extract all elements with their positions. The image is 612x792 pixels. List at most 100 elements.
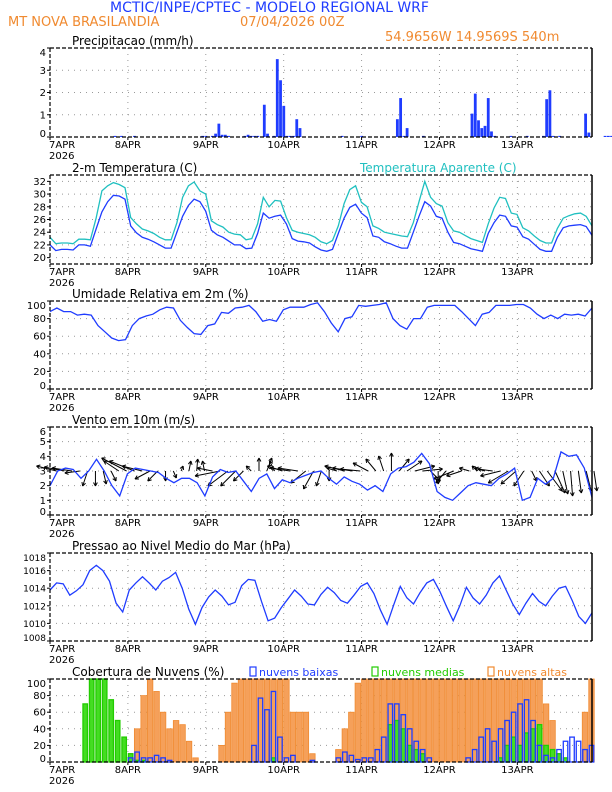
precip-bar (473, 93, 477, 137)
wind-arrowhead (179, 465, 185, 471)
legend-label: nuvens altas (497, 666, 567, 679)
precip-bar (266, 133, 269, 137)
y-tick-label: 4 (40, 452, 46, 463)
cloud-bar-high (172, 720, 180, 763)
x-tick-label: 9APR (193, 644, 219, 655)
run-date-label: 07/04/2026 00Z (240, 15, 345, 30)
year-label: 2026 (49, 529, 74, 540)
cloud-bar-low (406, 728, 413, 763)
wind-vector (233, 470, 244, 482)
panel-title: Precipitacao (mm/h) (72, 34, 194, 48)
cloud-bar-low (147, 757, 154, 763)
x-tick-label: 12APR (423, 518, 456, 529)
cloud-bar-high (231, 682, 238, 763)
cloud-bar-high (283, 678, 290, 763)
wind-vector (480, 470, 501, 477)
y-tick-label: 6 (40, 427, 46, 438)
wind-vector (122, 465, 143, 472)
wind-vector (303, 470, 314, 490)
precip-bar (246, 134, 250, 137)
year-label: 2026 (49, 151, 74, 162)
y-tick-label: 26 (33, 215, 46, 226)
cloud-bar-high (445, 678, 452, 763)
wind-vector (196, 458, 199, 472)
x-tick-label: 10APR (267, 392, 300, 403)
cloud-bar-high (179, 724, 186, 763)
cloud-bar-low (543, 754, 549, 763)
x-tick-label: 12APR (423, 765, 456, 776)
cloud-bar-high (465, 678, 472, 763)
precip-bar (227, 135, 231, 137)
wind-vector (269, 460, 276, 472)
wind-vector (277, 467, 299, 472)
precip-bar (490, 131, 493, 137)
wind-vector (422, 468, 443, 472)
wind-arrowhead (81, 481, 86, 487)
wind-arrowhead (477, 467, 482, 472)
wind-arrowhead (220, 482, 225, 487)
x-tick-label: 10APR (267, 267, 300, 278)
wind-vector (546, 470, 563, 492)
cloud-bar-low (471, 748, 478, 763)
wind-vector (188, 460, 192, 472)
wind-arrowhead (51, 466, 56, 471)
y-tick-label: 2 (40, 481, 46, 492)
wind-vector (378, 455, 385, 472)
x-tick-label: 10APR (267, 140, 300, 151)
y-tick-label: 0 (40, 381, 46, 392)
y-tick-label: 2 (40, 88, 46, 99)
wind-arrowhead (500, 480, 506, 485)
panel-2: 0 20 40 60 80 100 7APR 8APR 9APR 10APR 11APR 12APR 1… (27, 287, 593, 414)
wind-arrowhead (487, 479, 493, 484)
x-tick-label: 7APR (49, 392, 75, 403)
y-tick-label: 40 (33, 349, 46, 360)
cloud-bar-low (400, 714, 407, 763)
x-tick-label: 9APR (193, 267, 219, 278)
wind-arrowhead (324, 464, 329, 470)
cloud-bar-high (185, 740, 193, 763)
wind-arrowhead (471, 465, 477, 470)
cloud-bar-high (354, 682, 361, 763)
y-tick-label: 1010 (23, 620, 46, 630)
wind-vector (101, 457, 127, 472)
cloud-bar-mid (101, 678, 108, 763)
y-tick-label: 20 (33, 253, 46, 264)
y-tick-label: 3 (40, 66, 46, 77)
precip-bar (204, 135, 208, 137)
precip-bar (113, 135, 117, 137)
x-tick-label: 11APR (345, 267, 378, 278)
cloud-bar-mid (556, 753, 562, 763)
x-tick-label: 9APR (193, 140, 219, 151)
panel-3: 01 2 3 4 56 7APR 8APR 9APR 10APR 11APR 12APR 13APR 2… (36, 413, 599, 540)
wind-vector (197, 467, 213, 472)
wind-vector (245, 465, 252, 472)
cloud-bar-mid (543, 744, 549, 763)
wind-arrowhead (268, 460, 274, 466)
x-tick-label: 7APR (49, 140, 75, 151)
precip-bar (279, 80, 282, 137)
cloud-bar-low (393, 703, 400, 763)
precip-bar (486, 98, 490, 137)
cloud-bar-high (237, 678, 245, 763)
cloud-bar-high (361, 678, 368, 763)
cloud-bar-high (432, 678, 439, 763)
x-tick-label: 13APR (501, 392, 534, 403)
x-tick-label: 8APR (115, 518, 141, 529)
wind-arrowhead (268, 457, 273, 463)
x-tick-label: 7APR (49, 644, 75, 655)
cloud-bar-high (146, 678, 154, 763)
x-tick-label: 7APR (49, 267, 75, 278)
wind-arrowhead (438, 466, 443, 472)
wind-arrowhead (187, 460, 193, 465)
precip-bar (405, 128, 409, 137)
cloud-bar-mid (88, 678, 95, 763)
x-tick-label: 11APR (345, 518, 378, 529)
wind-arrowhead (417, 460, 423, 465)
y-tick-label: 1008 (23, 634, 46, 644)
wind-vector (103, 460, 120, 472)
y-tick-label: 1018 (23, 554, 46, 564)
cloud-bar-low (549, 757, 556, 763)
cloud-bar-high (452, 678, 459, 763)
cloud-bar-low (575, 740, 582, 763)
